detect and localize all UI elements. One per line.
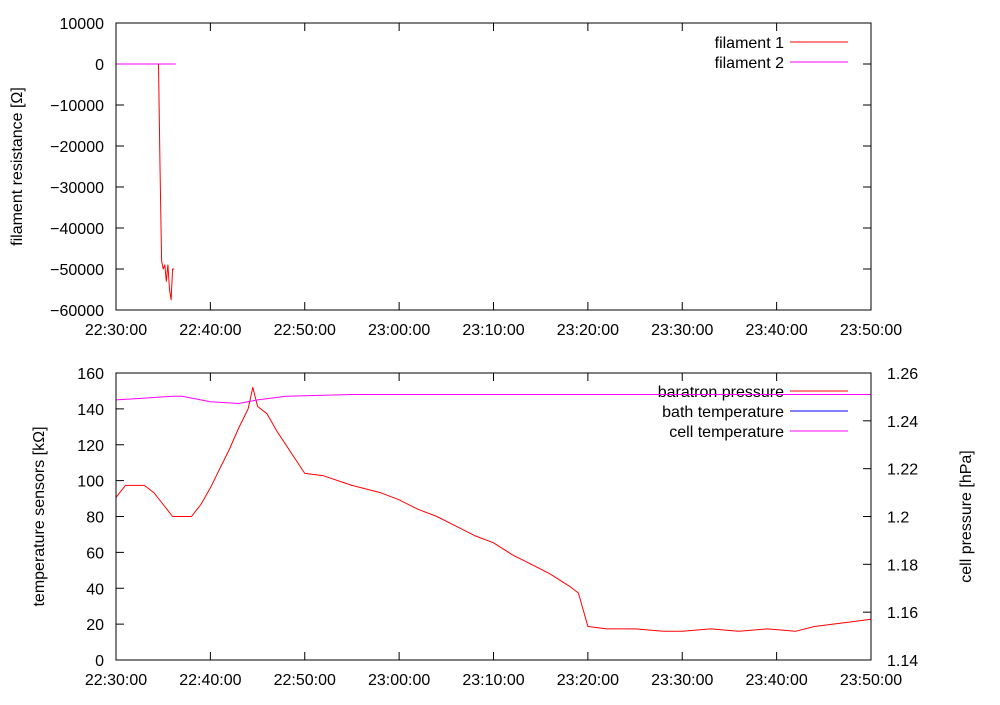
x-tick-label: 22:30:00 xyxy=(85,672,147,689)
bottom-panel-temperature-pressure: 22:30:00 22:40:00 22:50:00 23:00:00 23:10:00… xyxy=(31,366,975,689)
x-tick-label: 22:50:00 xyxy=(274,322,336,339)
top-panel-filament-resistance: 22:30:00 22:40:00 22:50:00 23:00:00 23:10:00… xyxy=(9,16,902,339)
plot-frame xyxy=(115,372,872,661)
y2-tick-label: 1.18 xyxy=(887,557,918,574)
y-tick-label: 60 xyxy=(86,545,104,562)
x-tick-label: 23:40:00 xyxy=(745,672,807,689)
y-tick-label: 20 xyxy=(86,617,104,634)
x-tick-label: 23:50:00 xyxy=(840,672,902,689)
x-tick-label: 23:00:00 xyxy=(368,672,430,689)
legend-label: cell temperature xyxy=(669,424,784,441)
series-line-filament-1 xyxy=(116,63,175,301)
x-tick-label: 23:30:00 xyxy=(651,672,713,689)
x-tick-label: 22:50:00 xyxy=(274,672,336,689)
y2-tick-label: 1.16 xyxy=(887,605,918,622)
x-tick-label: 23:00:00 xyxy=(368,322,430,339)
x-tick-label: 22:40:00 xyxy=(179,672,241,689)
x-tick-label: 23:10:00 xyxy=(462,672,524,689)
x-tick-label: 22:30:00 xyxy=(85,322,147,339)
y2-tick-label: 1.2 xyxy=(887,510,909,527)
y-axis-title: filament resistance [Ω] xyxy=(9,87,26,246)
x-tick-label: 22:40:00 xyxy=(179,322,241,339)
x-tick-label: 23:50:00 xyxy=(840,322,902,339)
y-tick-label: −20000 xyxy=(50,139,104,156)
y-tick-label: −10000 xyxy=(50,98,104,115)
y2-tick-label: 1.26 xyxy=(887,366,918,383)
y-axis-title: temperature sensors [kΩ] xyxy=(31,426,48,606)
legend-label: filament 2 xyxy=(715,55,784,72)
legend-label: baratron pressure xyxy=(658,384,784,401)
legend-label: bath temperature xyxy=(662,404,784,421)
x-tick-label: 23:20:00 xyxy=(557,672,619,689)
y2-tick-label: 1.22 xyxy=(887,462,918,479)
series-line-baratron-pressure xyxy=(115,386,872,632)
y-tick-label: 100 xyxy=(77,474,104,491)
y-tick-label: 0 xyxy=(95,57,104,74)
y-tick-label: 40 xyxy=(86,581,104,598)
y-tick-label: 140 xyxy=(77,402,104,419)
plot-frame xyxy=(115,22,872,311)
series-line-cell-temperature xyxy=(115,394,871,404)
y2-tick-label: 1.14 xyxy=(887,653,918,670)
y-tick-label: 10000 xyxy=(60,16,105,33)
y2-tick-label: 1.24 xyxy=(887,414,918,431)
y-tick-label: −30000 xyxy=(50,180,104,197)
x-tick-label: 23:10:00 xyxy=(462,322,524,339)
y2-axis-title: cell pressure [hPa] xyxy=(958,450,975,583)
x-tick-label: 23:40:00 xyxy=(745,322,807,339)
y-tick-label: 160 xyxy=(77,366,104,383)
legend-label: filament 1 xyxy=(715,35,784,52)
x-tick-label: 23:20:00 xyxy=(557,322,619,339)
y-tick-label: −40000 xyxy=(50,221,104,238)
x-tick-label: 23:30:00 xyxy=(651,322,713,339)
y-tick-label: 80 xyxy=(86,510,104,527)
y-tick-label: 0 xyxy=(95,653,104,670)
y-tick-label: −50000 xyxy=(50,262,104,279)
y-tick-label: 120 xyxy=(77,438,104,455)
y-tick-label: −60000 xyxy=(50,303,104,320)
